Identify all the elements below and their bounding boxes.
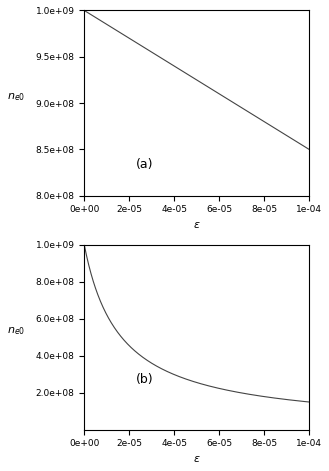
Text: (a): (a) [136, 158, 154, 171]
Y-axis label: $n_{e0}$: $n_{e0}$ [7, 325, 25, 337]
Text: (b): (b) [136, 374, 154, 386]
Y-axis label: $n_{e0}$: $n_{e0}$ [7, 91, 25, 103]
X-axis label: $\varepsilon$: $\varepsilon$ [193, 220, 200, 230]
X-axis label: $\varepsilon$: $\varepsilon$ [193, 454, 200, 464]
